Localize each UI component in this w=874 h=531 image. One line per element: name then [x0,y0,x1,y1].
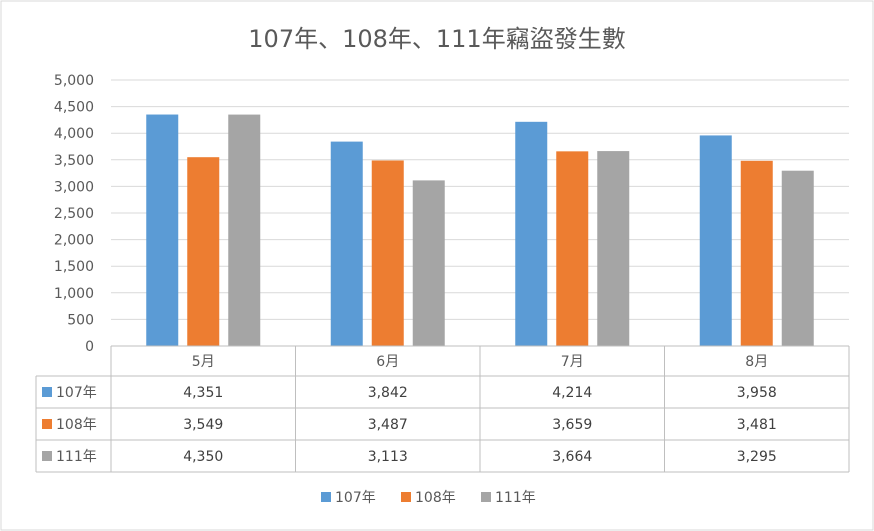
category-label: 5月 [192,354,215,370]
y-tick-label: 4,000 [54,126,94,142]
table-cell-value: 4,350 [183,449,223,465]
legend: 107年 108年 111年 [321,490,536,506]
bar [597,151,630,346]
bars [146,114,814,347]
y-tick-label: 500 [67,312,94,328]
data-table: 5月 6月 7月 8月 107年 4,351 3,842 4,214 3,958 108年 3,54… [35,345,850,473]
category-label: 7月 [561,354,584,370]
table-cell-value: 3,958 [737,385,777,401]
legend-key [401,492,411,502]
table-cell-value: 4,214 [552,385,592,401]
y-tick-label: 2,000 [54,233,94,249]
table-series-name: 108年 [56,417,97,433]
y-tick-label: 3,500 [54,153,94,169]
bar [371,160,404,346]
legend-label: 107年 [335,490,376,506]
y-axis-ticks: 0 500 1,000 1,500 2,000 2,500 3,000 3,500 4,000 4… [54,73,94,355]
bar [515,121,548,346]
category-label: 8月 [745,354,768,370]
chart-title: 107年、108年、111年竊盜發生數 [248,25,625,53]
y-tick-label: 3,000 [54,179,94,195]
bar [187,157,220,346]
table-legend-key [42,451,52,461]
legend-label: 108年 [415,490,456,506]
bar [699,135,732,346]
y-tick-label: 1,500 [54,259,94,275]
bar [330,141,363,346]
table-cell-value: 4,351 [183,385,223,401]
y-tick-label: 0 [85,339,94,355]
y-tick-label: 5,000 [54,73,94,89]
legend-label: 111年 [495,490,536,506]
table-cell-value: 3,295 [737,449,777,465]
y-tick-label: 4,500 [54,100,94,116]
table-cell-value: 3,487 [368,417,408,433]
y-tick-label: 1,000 [54,286,94,302]
bar [740,160,773,346]
table-series-name: 107年 [56,385,97,401]
table-cell-value: 3,664 [552,449,592,465]
bar [146,114,179,347]
table-cell-value: 3,481 [737,417,777,433]
legend-key [321,492,331,502]
table-legend-key [42,419,52,429]
table-cell-value: 3,113 [368,449,408,465]
y-tick-label: 2,500 [54,206,94,222]
bar [781,170,814,346]
category-label: 6月 [376,354,399,370]
table-series-name: 111年 [56,449,97,465]
bar [556,151,589,346]
bar [228,114,261,346]
bar [412,180,445,346]
table-legend-key [42,387,52,397]
table-cell-value: 3,842 [368,385,408,401]
table-cell-value: 3,549 [183,417,223,433]
table-cell-value: 3,659 [552,417,592,433]
legend-key [481,492,491,502]
